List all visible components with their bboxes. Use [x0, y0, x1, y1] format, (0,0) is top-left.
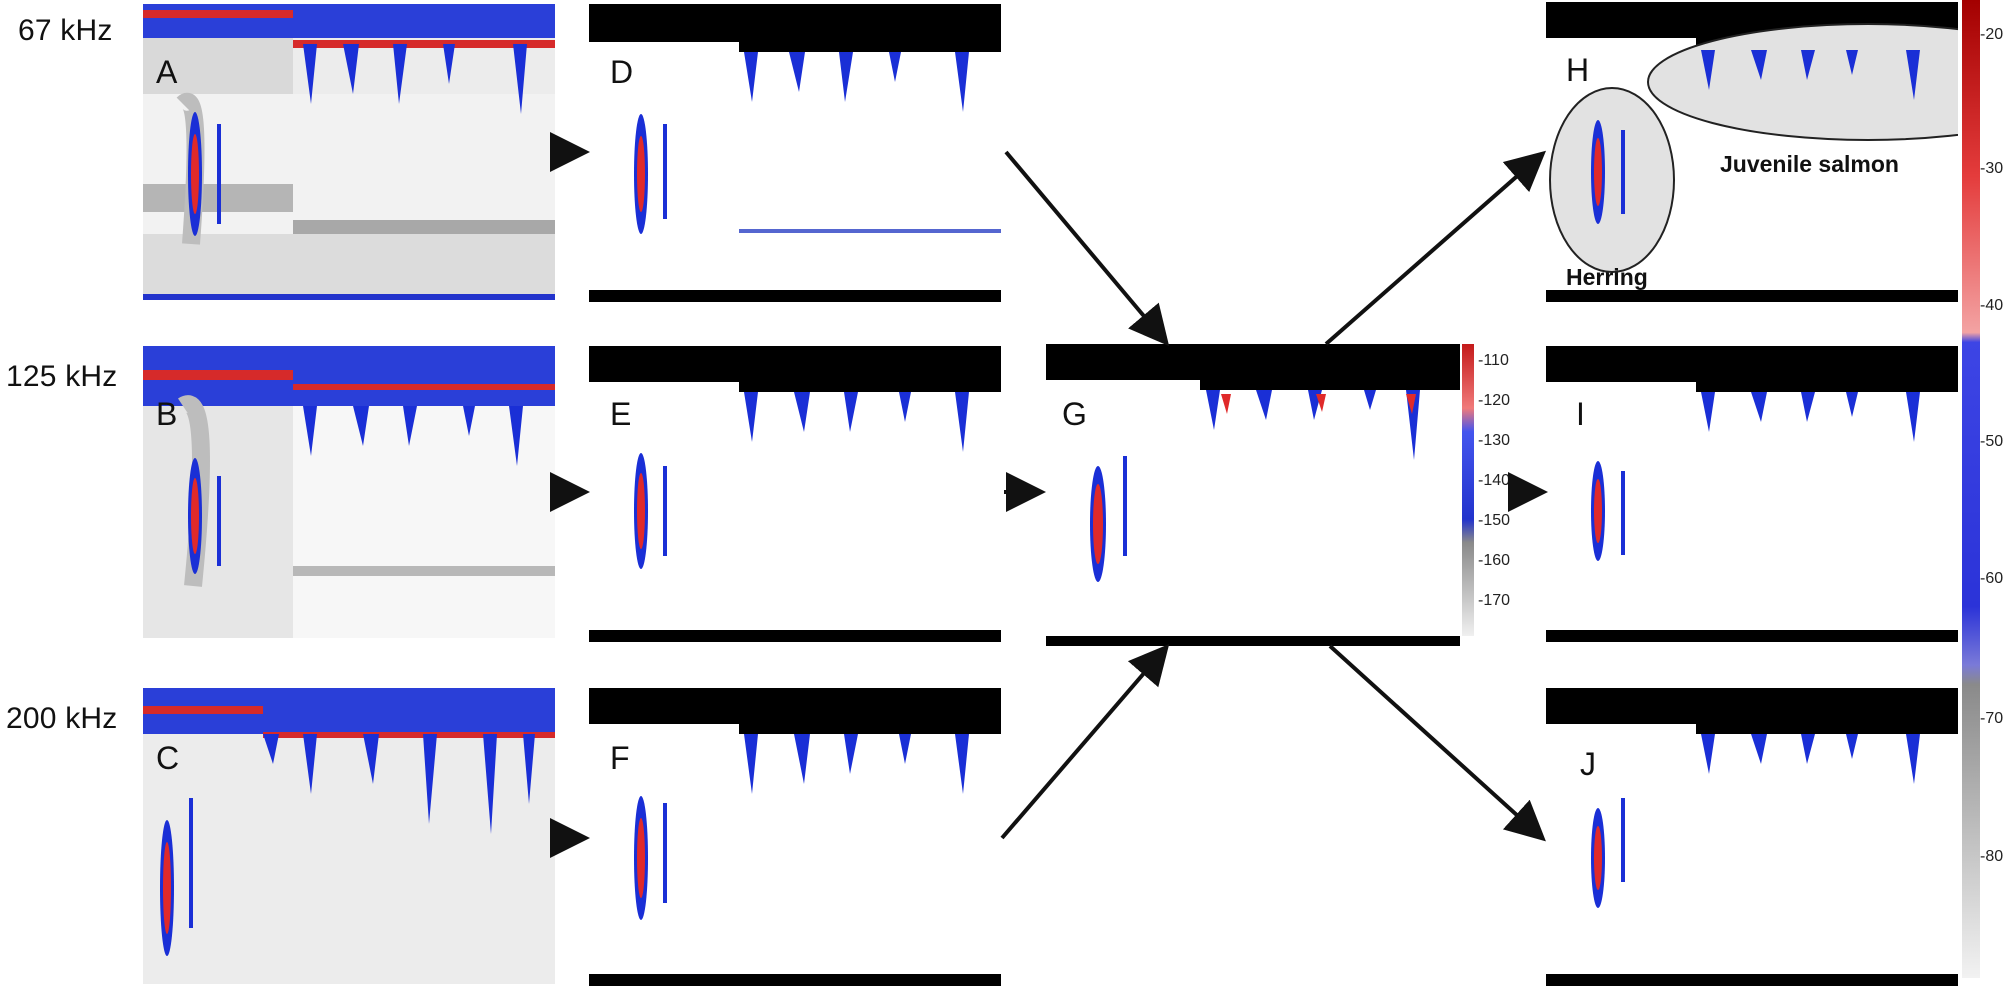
colorbar-right [1962, 0, 1980, 978]
colorbar-combined-tick-6: -170 [1478, 592, 1511, 609]
colorbar-right-tick-2: -40 [1980, 297, 2004, 314]
colorbar-combined-tick-0: -110 [1478, 352, 1509, 369]
echogram-classified-j [1546, 688, 1958, 986]
freq-label-125: 125 kHz [6, 360, 118, 393]
panel-letter-h: H [1566, 52, 1590, 88]
arrow-f-to-g [1000, 643, 1170, 840]
colorbar-right-tick-5: -70 [1980, 710, 2004, 727]
echogram-filtered-125 [589, 346, 1001, 642]
panel-letter-f: F [610, 740, 630, 776]
colorbar-right-tick-1: -30 [1980, 160, 2004, 177]
echogram-classified-i [1546, 346, 1958, 642]
panel-letter-i: I [1576, 396, 1585, 432]
echogram-combined [1046, 344, 1460, 646]
colorbar-right-tick-6: -80 [1980, 848, 2004, 865]
panel-letter-g: G [1062, 396, 1087, 432]
echogram-filtered-200 [589, 688, 1001, 986]
freq-label-67: 67 kHz [18, 14, 113, 47]
colorbar-combined-tick-4: -150 [1478, 512, 1511, 529]
echogram-raw-125 [143, 346, 555, 638]
colorbar-right-tick-0: -20 [1980, 26, 2004, 43]
label-juvenile-salmon: Juvenile salmon [1720, 151, 1899, 177]
echogram-filtered-67 [589, 4, 1001, 302]
label-herring: Herring [1566, 264, 1648, 290]
echogram-classified-h [1546, 2, 1958, 302]
freq-label-200: 200 kHz [6, 702, 118, 735]
echogram-raw-200 [143, 688, 555, 984]
panel-letter-c: C [156, 740, 180, 776]
colorbar-right-tick-3: -50 [1980, 433, 2004, 450]
colorbar-right-tick-4: -60 [1980, 570, 2004, 587]
panel-letter-a: A [156, 54, 178, 90]
colorbar-combined-tick-3: -140 [1478, 472, 1511, 489]
panel-letter-j: J [1580, 746, 1596, 782]
colorbar-combined-tick-5: -160 [1478, 552, 1511, 569]
arrow-d-to-g [1004, 150, 1170, 347]
panel-letter-d: D [610, 54, 634, 90]
colorbar-combined-tick-2: -130 [1478, 432, 1511, 449]
arrow-g-to-j [1328, 644, 1546, 842]
colorbar-combined [1462, 344, 1474, 636]
colorbar-combined-tick-1: -120 [1478, 392, 1511, 409]
echogram-raw-67 [143, 4, 555, 300]
panel-letter-b: B [156, 396, 178, 432]
arrow-g-to-h [1324, 150, 1547, 346]
panel-letter-e: E [610, 396, 632, 432]
